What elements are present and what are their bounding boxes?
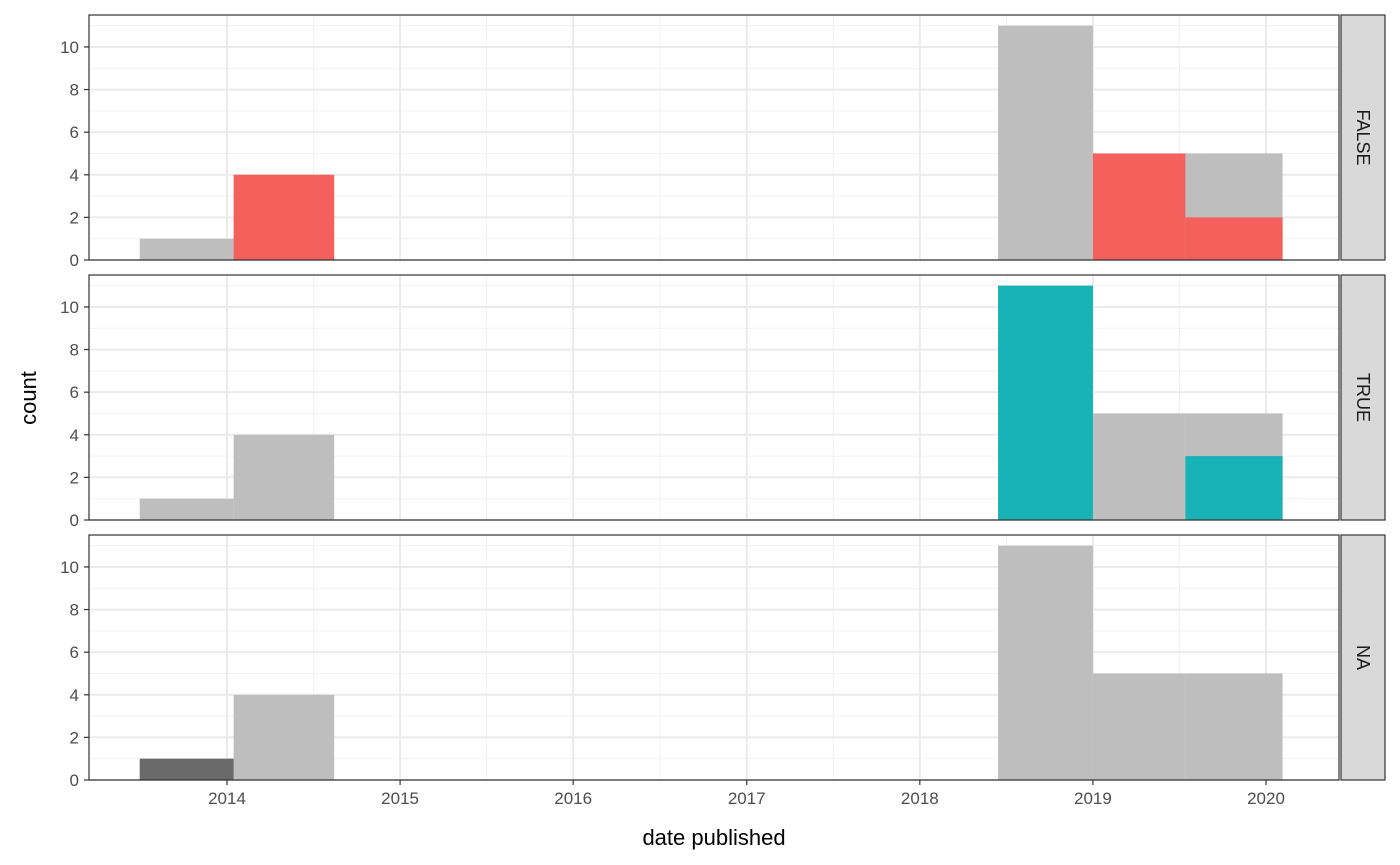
y-tick-label: 8 [70, 81, 79, 100]
facet-panel-true: 0 2 4 6 8 10 TRUE [60, 274, 1386, 530]
facet-bar-false [233, 174, 335, 260]
facet-strip-label: NA [1353, 645, 1373, 670]
facet-strip-label: TRUE [1353, 373, 1373, 422]
background-bar [998, 25, 1093, 260]
y-axis-title: count [16, 371, 41, 425]
y-tick-label: 8 [70, 601, 79, 620]
facet-bar-false [1092, 153, 1186, 260]
facet-bar-true [1185, 456, 1283, 520]
y-tick-label: 4 [70, 686, 79, 705]
facet-bar-false [1185, 217, 1283, 260]
y-tick-label: 6 [70, 123, 79, 142]
y-tick-label: 10 [60, 38, 79, 57]
facet-panels: 0 2 4 6 8 10 FALSE 0 2 4 6 8 10 TRUE 0 2 4 6 8 10 NA [60, 14, 1386, 790]
panel-border [88, 274, 1340, 521]
background-bar [139, 238, 234, 260]
x-tick-label: 2014 [208, 789, 246, 808]
x-tick-label: 2018 [901, 789, 939, 808]
background-bar [1092, 673, 1186, 780]
y-tick-label: 6 [70, 643, 79, 662]
y-tick-label: 2 [70, 728, 79, 747]
background-bar [1092, 413, 1186, 520]
background-bar [1185, 673, 1283, 780]
y-tick-label: 0 [70, 511, 79, 530]
background-bar [233, 434, 335, 520]
facet-strip-label: FALSE [1353, 109, 1373, 165]
y-tick-label: 10 [60, 298, 79, 317]
x-axis-title: date published [642, 825, 785, 850]
panel-border [88, 534, 1340, 781]
x-tick-label: 2015 [381, 789, 419, 808]
y-tick-label: 10 [60, 558, 79, 577]
x-tick-label: 2019 [1074, 789, 1112, 808]
x-tick-label: 2016 [554, 789, 592, 808]
y-tick-label: 2 [70, 468, 79, 487]
x-axis: 2014 2015 2016 2017 2018 2019 2020 [208, 780, 1285, 808]
facet-panel-false: 0 2 4 6 8 10 FALSE [60, 14, 1386, 270]
facet-bar-true [998, 285, 1093, 520]
facet-strip [1340, 534, 1386, 781]
y-tick-label: 0 [70, 251, 79, 270]
y-tick-label: 8 [70, 341, 79, 360]
y-tick-label: 6 [70, 383, 79, 402]
facet-bar-na [139, 758, 234, 780]
y-tick-label: 0 [70, 771, 79, 790]
background-bar [233, 694, 335, 780]
y-tick-label: 4 [70, 426, 79, 445]
background-bar [998, 545, 1093, 780]
x-tick-label: 2020 [1247, 789, 1285, 808]
y-tick-label: 2 [70, 208, 79, 227]
panel-border [88, 14, 1340, 261]
facet-strip [1340, 274, 1386, 521]
y-tick-label: 4 [70, 166, 79, 185]
background-bar [139, 498, 234, 520]
facet-strip [1340, 14, 1386, 261]
x-tick-label: 2017 [728, 789, 766, 808]
facet-panel-na: 0 2 4 6 8 10 NA [60, 534, 1386, 790]
